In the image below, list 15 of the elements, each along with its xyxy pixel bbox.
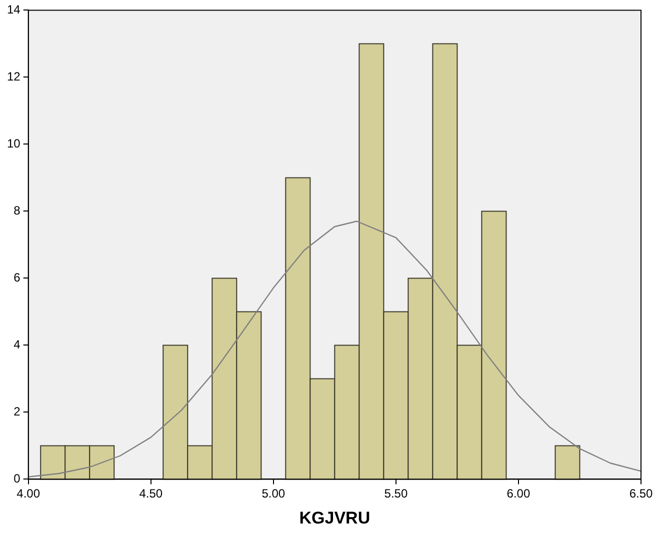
y-tick-label: 14 [6, 2, 21, 17]
y-tick-label: 0 [14, 472, 21, 486]
x-tick-label: 4.50 [139, 486, 163, 501]
y-tick-label: 10 [6, 136, 21, 151]
x-tick-label: 4.00 [16, 486, 40, 501]
x-tick-label: 5.00 [262, 486, 286, 501]
y-tick-label: 12 [6, 70, 21, 84]
y-tick-label: 6 [14, 270, 21, 285]
y-tick-label: 8 [14, 204, 21, 218]
y-tick-label: 4 [14, 338, 21, 352]
x-tick-label: 6.50 [629, 486, 653, 501]
x-tick-label: 5.50 [384, 486, 408, 501]
x-tick-label: 6.00 [506, 486, 530, 501]
x-axis-title: KGJVRU [299, 508, 370, 528]
y-tick-label: 2 [14, 404, 21, 419]
